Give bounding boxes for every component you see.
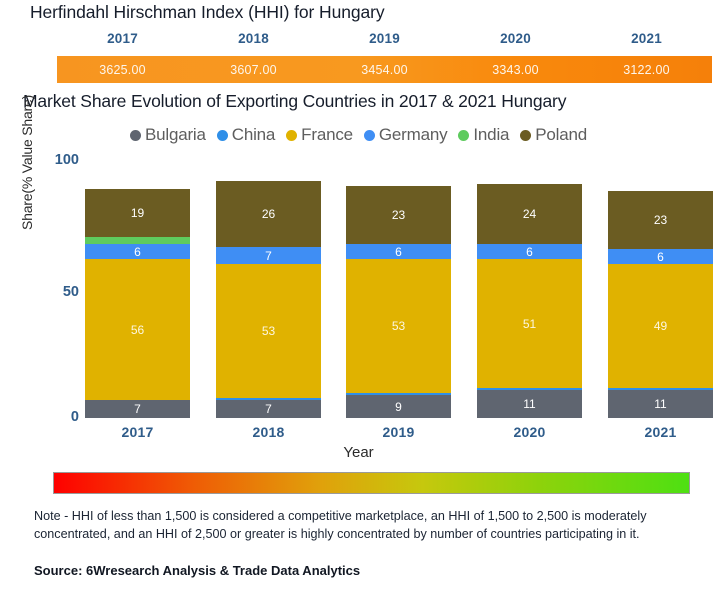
bar-segment-value-label: 7	[265, 248, 272, 263]
bar-segment-bulgaria-2019[interactable]: 9	[346, 395, 451, 418]
legend-swatch-icon	[520, 129, 532, 141]
bar-segment-bulgaria-2020[interactable]: 11	[477, 390, 582, 418]
chart-legend: Bulgaria China France Germany India Poland	[0, 125, 717, 145]
legend-swatch-icon	[458, 129, 470, 141]
y-axis-tick-50: 50	[62, 284, 79, 300]
legend-item-label: China	[231, 125, 276, 144]
bar-group-2017[interactable]: 7 56 6 19	[85, 188, 190, 418]
legend-item-label: India	[473, 125, 510, 144]
bar-segment-value-label: 53	[391, 319, 406, 334]
bar-segment-france-2019[interactable]: 53	[346, 259, 451, 393]
bar-segment-france-2017[interactable]: 56	[85, 259, 190, 401]
bar-segment-china-2020[interactable]	[477, 387, 582, 391]
bar-segment-value-label: 9	[395, 399, 402, 414]
hhi-value-2017: 3625.00	[99, 62, 146, 77]
legend-item-germany[interactable]: Germany	[363, 125, 448, 145]
hhi-value-2021: 3122.00	[623, 62, 670, 77]
bar-segment-germany-2018[interactable]: 7	[216, 246, 321, 265]
legend-item-india[interactable]: India	[458, 125, 509, 145]
bar-segment-poland-2021[interactable]: 23	[608, 191, 713, 250]
bar-segment-germany-2021[interactable]: 6	[608, 249, 713, 265]
stacked-bars-container: 7 56 6 19 7 53 7 26 9 53 6 23 11 51 6 24 11 49 6 23	[85, 166, 713, 418]
legend-item-label: Poland	[535, 125, 588, 144]
hhi-value-2020: 3343.00	[492, 62, 539, 77]
legend-swatch-icon	[286, 129, 298, 141]
legend-swatch-icon	[363, 129, 375, 141]
x-axis-tick-2017: 2017	[121, 424, 154, 440]
bar-segment-france-2020[interactable]: 51	[477, 259, 582, 388]
concentration-gradient-strip	[53, 472, 690, 494]
hhi-year-header-row: 2017 2018 2019 2020 2021	[57, 31, 712, 46]
bar-segment-value-label: 6	[526, 244, 533, 259]
bar-segment-poland-2020[interactable]: 24	[477, 183, 582, 245]
bar-segment-value-label: 23	[653, 213, 668, 228]
bar-segment-value-label: 11	[523, 397, 536, 412]
bar-segment-value-label: 49	[653, 319, 668, 334]
bar-segment-germany-2017[interactable]: 6	[85, 244, 190, 260]
chart-title: Market Share Evolution of Exporting Coun…	[23, 91, 567, 111]
bar-segment-france-2021[interactable]: 49	[608, 264, 713, 388]
bar-segment-value-label: 51	[522, 316, 537, 331]
x-axis-label: Year	[343, 444, 374, 461]
bar-segment-value-label: 6	[134, 244, 141, 259]
hhi-year-2021: 2021	[631, 31, 662, 46]
bar-segment-value-label: 53	[261, 324, 276, 339]
bar-group-2019[interactable]: 9 53 6 23	[346, 186, 451, 418]
footer-source: Source: 6Wresearch Analysis & Trade Data…	[34, 563, 361, 578]
legend-swatch-icon	[216, 129, 228, 141]
bar-segment-china-2019[interactable]	[346, 392, 451, 396]
legend-item-france[interactable]: France	[286, 125, 353, 145]
legend-item-bulgaria[interactable]: Bulgaria	[129, 125, 206, 145]
bar-group-2020[interactable]: 11 51 6 24	[477, 183, 582, 418]
bar-group-2021[interactable]: 11 49 6 23	[608, 191, 713, 418]
bar-segment-value-label: 11	[654, 397, 667, 412]
legend-swatch-icon	[129, 129, 141, 141]
bar-segment-value-label: 7	[134, 402, 141, 417]
legend-item-label: Germany	[378, 125, 448, 144]
bar-segment-poland-2018[interactable]: 26	[216, 181, 321, 247]
bar-segment-poland-2017[interactable]: 19	[85, 188, 190, 237]
bar-segment-value-label: 6	[395, 244, 402, 259]
bar-segment-value-label: 19	[130, 205, 145, 220]
legend-item-label: Bulgaria	[144, 125, 206, 144]
hhi-year-2018: 2018	[238, 31, 269, 46]
x-axis-tick-2019: 2019	[382, 424, 415, 440]
legend-item-label: France	[301, 125, 353, 144]
hhi-year-2020: 2020	[500, 31, 531, 46]
hhi-value-bar: 3625.00 3607.00 3454.00 3343.00 3122.00	[57, 56, 712, 83]
y-axis-tick-0: 0	[70, 409, 79, 425]
y-axis-label: Share(% Value Share)	[19, 94, 35, 230]
bar-segment-value-label: 24	[522, 206, 537, 221]
legend-item-poland[interactable]: Poland	[520, 125, 587, 145]
bar-segment-value-label: 7	[265, 402, 272, 417]
bar-segment-value-label: 56	[130, 322, 145, 337]
bar-segment-value-label: 6	[657, 249, 664, 264]
hhi-title: Herfindahl Hirschman Index (HHI) for Hun…	[30, 2, 385, 22]
bar-segment-china-2018[interactable]	[216, 397, 321, 401]
bar-segment-bulgaria-2021[interactable]: 11	[608, 390, 713, 418]
hhi-value-2019: 3454.00	[361, 62, 408, 77]
bar-segment-poland-2019[interactable]: 23	[346, 186, 451, 245]
x-axis-tick-2021: 2021	[644, 424, 677, 440]
bar-segment-value-label: 23	[391, 208, 406, 223]
x-axis-tick-2020: 2020	[513, 424, 546, 440]
x-axis-tick-2018: 2018	[252, 424, 285, 440]
bar-segment-india-2017[interactable]	[85, 236, 190, 245]
bar-segment-bulgaria-2018[interactable]: 7	[216, 400, 321, 418]
footer-note: Note - HHI of less than 1,500 is conside…	[34, 509, 647, 541]
hhi-year-2019: 2019	[369, 31, 400, 46]
hhi-value-2018: 3607.00	[230, 62, 277, 77]
bar-segment-france-2018[interactable]: 53	[216, 264, 321, 398]
bar-segment-bulgaria-2017[interactable]: 7	[85, 400, 190, 418]
y-axis-tick-100: 100	[54, 152, 79, 168]
legend-item-china[interactable]: China	[216, 125, 276, 145]
bar-segment-germany-2020[interactable]: 6	[477, 244, 582, 260]
bar-group-2018[interactable]: 7 53 7 26	[216, 181, 321, 418]
bar-segment-germany-2019[interactable]: 6	[346, 244, 451, 260]
bar-segment-value-label: 26	[261, 206, 276, 221]
bar-segment-china-2021[interactable]	[608, 387, 713, 391]
hhi-year-2017: 2017	[107, 31, 138, 46]
